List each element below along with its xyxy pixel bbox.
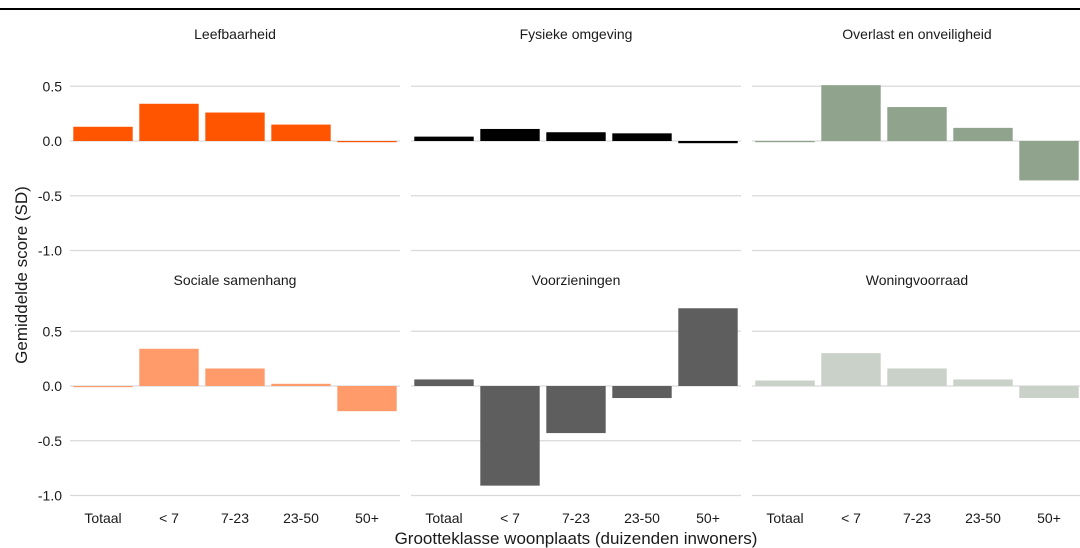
y-tick-label: -1.0 <box>38 243 62 259</box>
bar <box>953 127 1013 141</box>
panel: Overlast en onveiligheid <box>752 26 1080 252</box>
bar <box>414 379 474 386</box>
y-tick-label: -1.0 <box>38 488 62 504</box>
x-tick-label: Totaal <box>84 510 121 526</box>
x-tick-label: 50+ <box>355 510 379 526</box>
bar <box>337 386 397 412</box>
bar <box>414 136 474 141</box>
panel: Woningvoorraad Totaal < 7 7-23 23-50 50+ <box>752 272 1080 526</box>
y-tick-label: 0.0 <box>43 378 63 394</box>
chart-panels: Leefbaarheid 0.5 0.0 -0.5 -1.0 Fysieke omgevi… <box>38 26 1080 526</box>
bar <box>271 383 331 386</box>
bar <box>337 141 397 143</box>
bar <box>139 103 199 141</box>
bar <box>480 386 540 486</box>
bar <box>205 112 265 141</box>
bar <box>612 133 672 141</box>
bar <box>205 368 265 386</box>
panel: Voorzieningen Totaal < 7 7-23 23-50 50+ <box>411 272 741 526</box>
x-tick-label: 50+ <box>1037 510 1061 526</box>
bar <box>821 353 881 386</box>
x-tick-label: 23-50 <box>624 510 660 526</box>
y-tick-label: 0.0 <box>43 133 63 149</box>
bar <box>271 124 331 141</box>
x-axis-title: Grootteklasse woonplaats (duizenden inwo… <box>395 529 758 548</box>
x-tick-label: Totaal <box>425 510 462 526</box>
bar <box>73 126 133 141</box>
x-tick-label: < 7 <box>159 510 179 526</box>
y-tick-label: 0.5 <box>43 323 63 339</box>
panel: Fysieke omgeving <box>411 26 741 252</box>
bar <box>612 386 672 399</box>
x-tick-label: 23-50 <box>965 510 1001 526</box>
bar <box>755 380 815 386</box>
bar <box>1019 386 1079 399</box>
top-rule <box>0 8 1080 10</box>
panel-title: Sociale samenhang <box>174 272 297 288</box>
x-tick-label: 50+ <box>696 510 720 526</box>
bar <box>139 348 199 386</box>
bar <box>755 141 815 143</box>
y-tick-label: 0.5 <box>43 78 63 94</box>
y-axis-title: Gemiddelde score (SD) <box>12 186 31 364</box>
x-tick-label: 7-23 <box>221 510 249 526</box>
panel-title: Fysieke omgeving <box>520 26 633 42</box>
y-tick-label: -0.5 <box>38 188 62 204</box>
bar <box>73 386 133 388</box>
x-tick-label: < 7 <box>500 510 520 526</box>
bar <box>546 132 606 141</box>
panel: Leefbaarheid 0.5 0.0 -0.5 -1.0 <box>38 26 400 259</box>
x-tick-label: 23-50 <box>283 510 319 526</box>
bar <box>953 379 1013 386</box>
panel: Sociale samenhang 0.5 0.0 -0.5 -1.0 Totaal < 7… <box>38 272 400 526</box>
panel-title: Voorzieningen <box>532 272 621 288</box>
panel-title: Overlast en onveiligheid <box>842 26 991 42</box>
x-tick-label: < 7 <box>841 510 861 526</box>
bar <box>887 368 947 386</box>
x-tick-label: 7-23 <box>903 510 931 526</box>
bar <box>1019 141 1079 181</box>
bar <box>678 308 738 386</box>
y-tick-label: -0.5 <box>38 433 62 449</box>
bar <box>480 128 540 141</box>
bar <box>546 386 606 434</box>
x-tick-label: 7-23 <box>562 510 590 526</box>
panel-title: Leefbaarheid <box>194 26 276 42</box>
bar <box>678 141 738 144</box>
x-tick-label: Totaal <box>766 510 803 526</box>
bar <box>821 85 881 141</box>
bar <box>887 107 947 141</box>
panel-title: Woningvoorraad <box>866 272 968 288</box>
